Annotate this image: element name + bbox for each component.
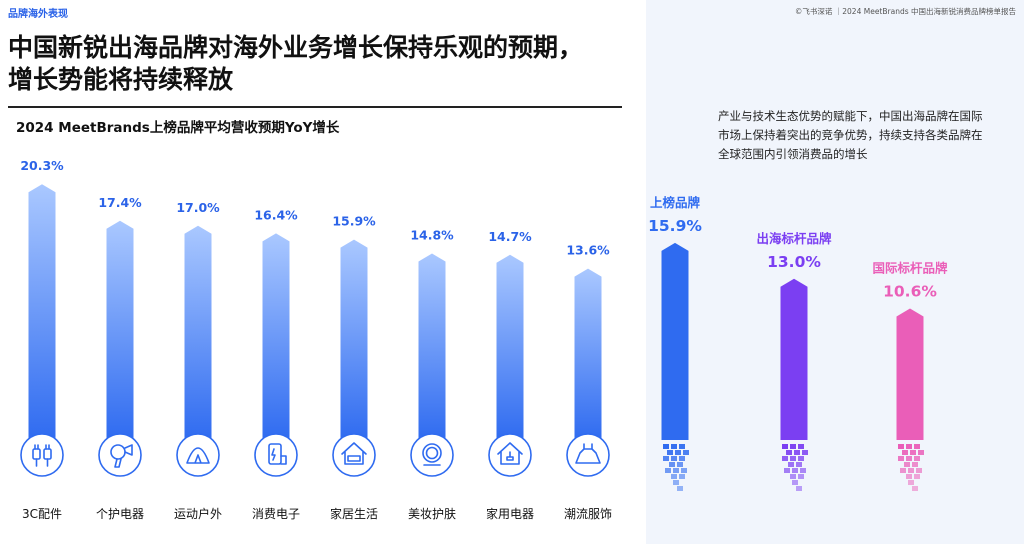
section-tag: 品牌海外表现 — [8, 9, 68, 20]
title-line-2: 增长势能将持续释放 — [8, 65, 234, 94]
bar — [106, 220, 134, 440]
bar — [780, 278, 808, 440]
home-furniture-icon — [332, 433, 376, 477]
data-label: 17.4% — [98, 195, 142, 210]
pixel-tail — [663, 444, 689, 491]
page-title: 中国新锐出海品牌对海外业务增长保持乐观的预期， 增长势能将持续释放 — [8, 32, 583, 96]
data-label: 10.6% — [883, 283, 937, 301]
bar — [418, 253, 446, 440]
category-bar-group: 16.4% 消费电子 — [252, 207, 300, 521]
data-label: 15.9% — [332, 214, 376, 229]
right-panel — [646, 0, 1024, 544]
category-label: 潮流服饰 — [564, 506, 612, 521]
category-bar-group: 15.9% 家居生活 — [330, 214, 378, 521]
home-plug-icon — [488, 433, 532, 477]
category-bar-group: 13.6% 潮流服饰 — [564, 243, 612, 521]
category-label: 家居生活 — [330, 506, 378, 521]
phone-icon — [254, 433, 298, 477]
data-label: 13.6% — [566, 243, 610, 258]
data-label: 17.0% — [176, 200, 220, 215]
category-bar-group: 14.7% 家用电器 — [486, 229, 534, 521]
data-label: 16.4% — [254, 207, 298, 222]
title-divider — [8, 106, 622, 108]
category-label: 美妆护肤 — [408, 506, 456, 521]
chart-title: 2024 MeetBrands上榜品牌平均营收预期YoY增长 — [16, 120, 340, 136]
bar — [28, 184, 56, 440]
category-label: 运动户外 — [174, 506, 222, 521]
title-line-1: 中国新锐出海品牌对海外业务增长保持乐观的预期， — [8, 33, 584, 62]
pixel-tail — [782, 444, 808, 491]
hair-dryer-icon — [98, 433, 142, 477]
category-label: 出海标杆品牌 — [756, 231, 832, 246]
bar — [262, 233, 290, 440]
comparison-bar-group: 10.6% 国际标杆品牌 — [872, 261, 948, 491]
bar — [496, 254, 524, 440]
data-label: 20.3% — [20, 158, 64, 173]
data-label: 14.7% — [488, 229, 532, 244]
category-label: 3C配件 — [22, 507, 62, 521]
pixel-tail — [898, 444, 924, 491]
dress-icon — [566, 433, 610, 477]
category-bar-group: 17.4% 个护电器 — [96, 195, 144, 521]
source-credit: ©飞书深诺 ｜2024 MeetBrands 中国出海新锐消费品牌榜单报告 — [794, 7, 1016, 16]
category-label: 国际标杆品牌 — [872, 261, 948, 276]
category-label: 个护电器 — [96, 507, 144, 521]
tent-icon — [176, 433, 220, 477]
category-label: 上榜品牌 — [650, 195, 701, 210]
bar — [184, 225, 212, 440]
bar — [661, 242, 689, 440]
category-bar-group: 17.0% 运动户外 — [174, 200, 222, 521]
data-label: 14.8% — [410, 228, 454, 243]
bar — [896, 308, 924, 440]
data-label: 13.0% — [767, 253, 821, 271]
category-bar-group: 14.8% 美妆护肤 — [408, 228, 456, 521]
category-label: 家用电器 — [486, 506, 534, 521]
mirror-icon — [410, 433, 454, 477]
bar — [340, 239, 368, 440]
insight-note: 产业与技术生态优势的赋能下，中国出海品牌在国际市场上保持着突出的竞争优势，持续支… — [718, 109, 983, 161]
comparison-bar-group: 15.9% 上榜品牌 — [648, 195, 702, 491]
comparison-bar-group: 13.0% 出海标杆品牌 — [756, 231, 832, 491]
plug-icon — [20, 433, 64, 477]
category-label: 消费电子 — [252, 507, 300, 521]
data-label: 15.9% — [648, 217, 702, 235]
category-bar-group: 20.3% 3C配件 — [20, 158, 64, 521]
bar — [574, 268, 602, 440]
